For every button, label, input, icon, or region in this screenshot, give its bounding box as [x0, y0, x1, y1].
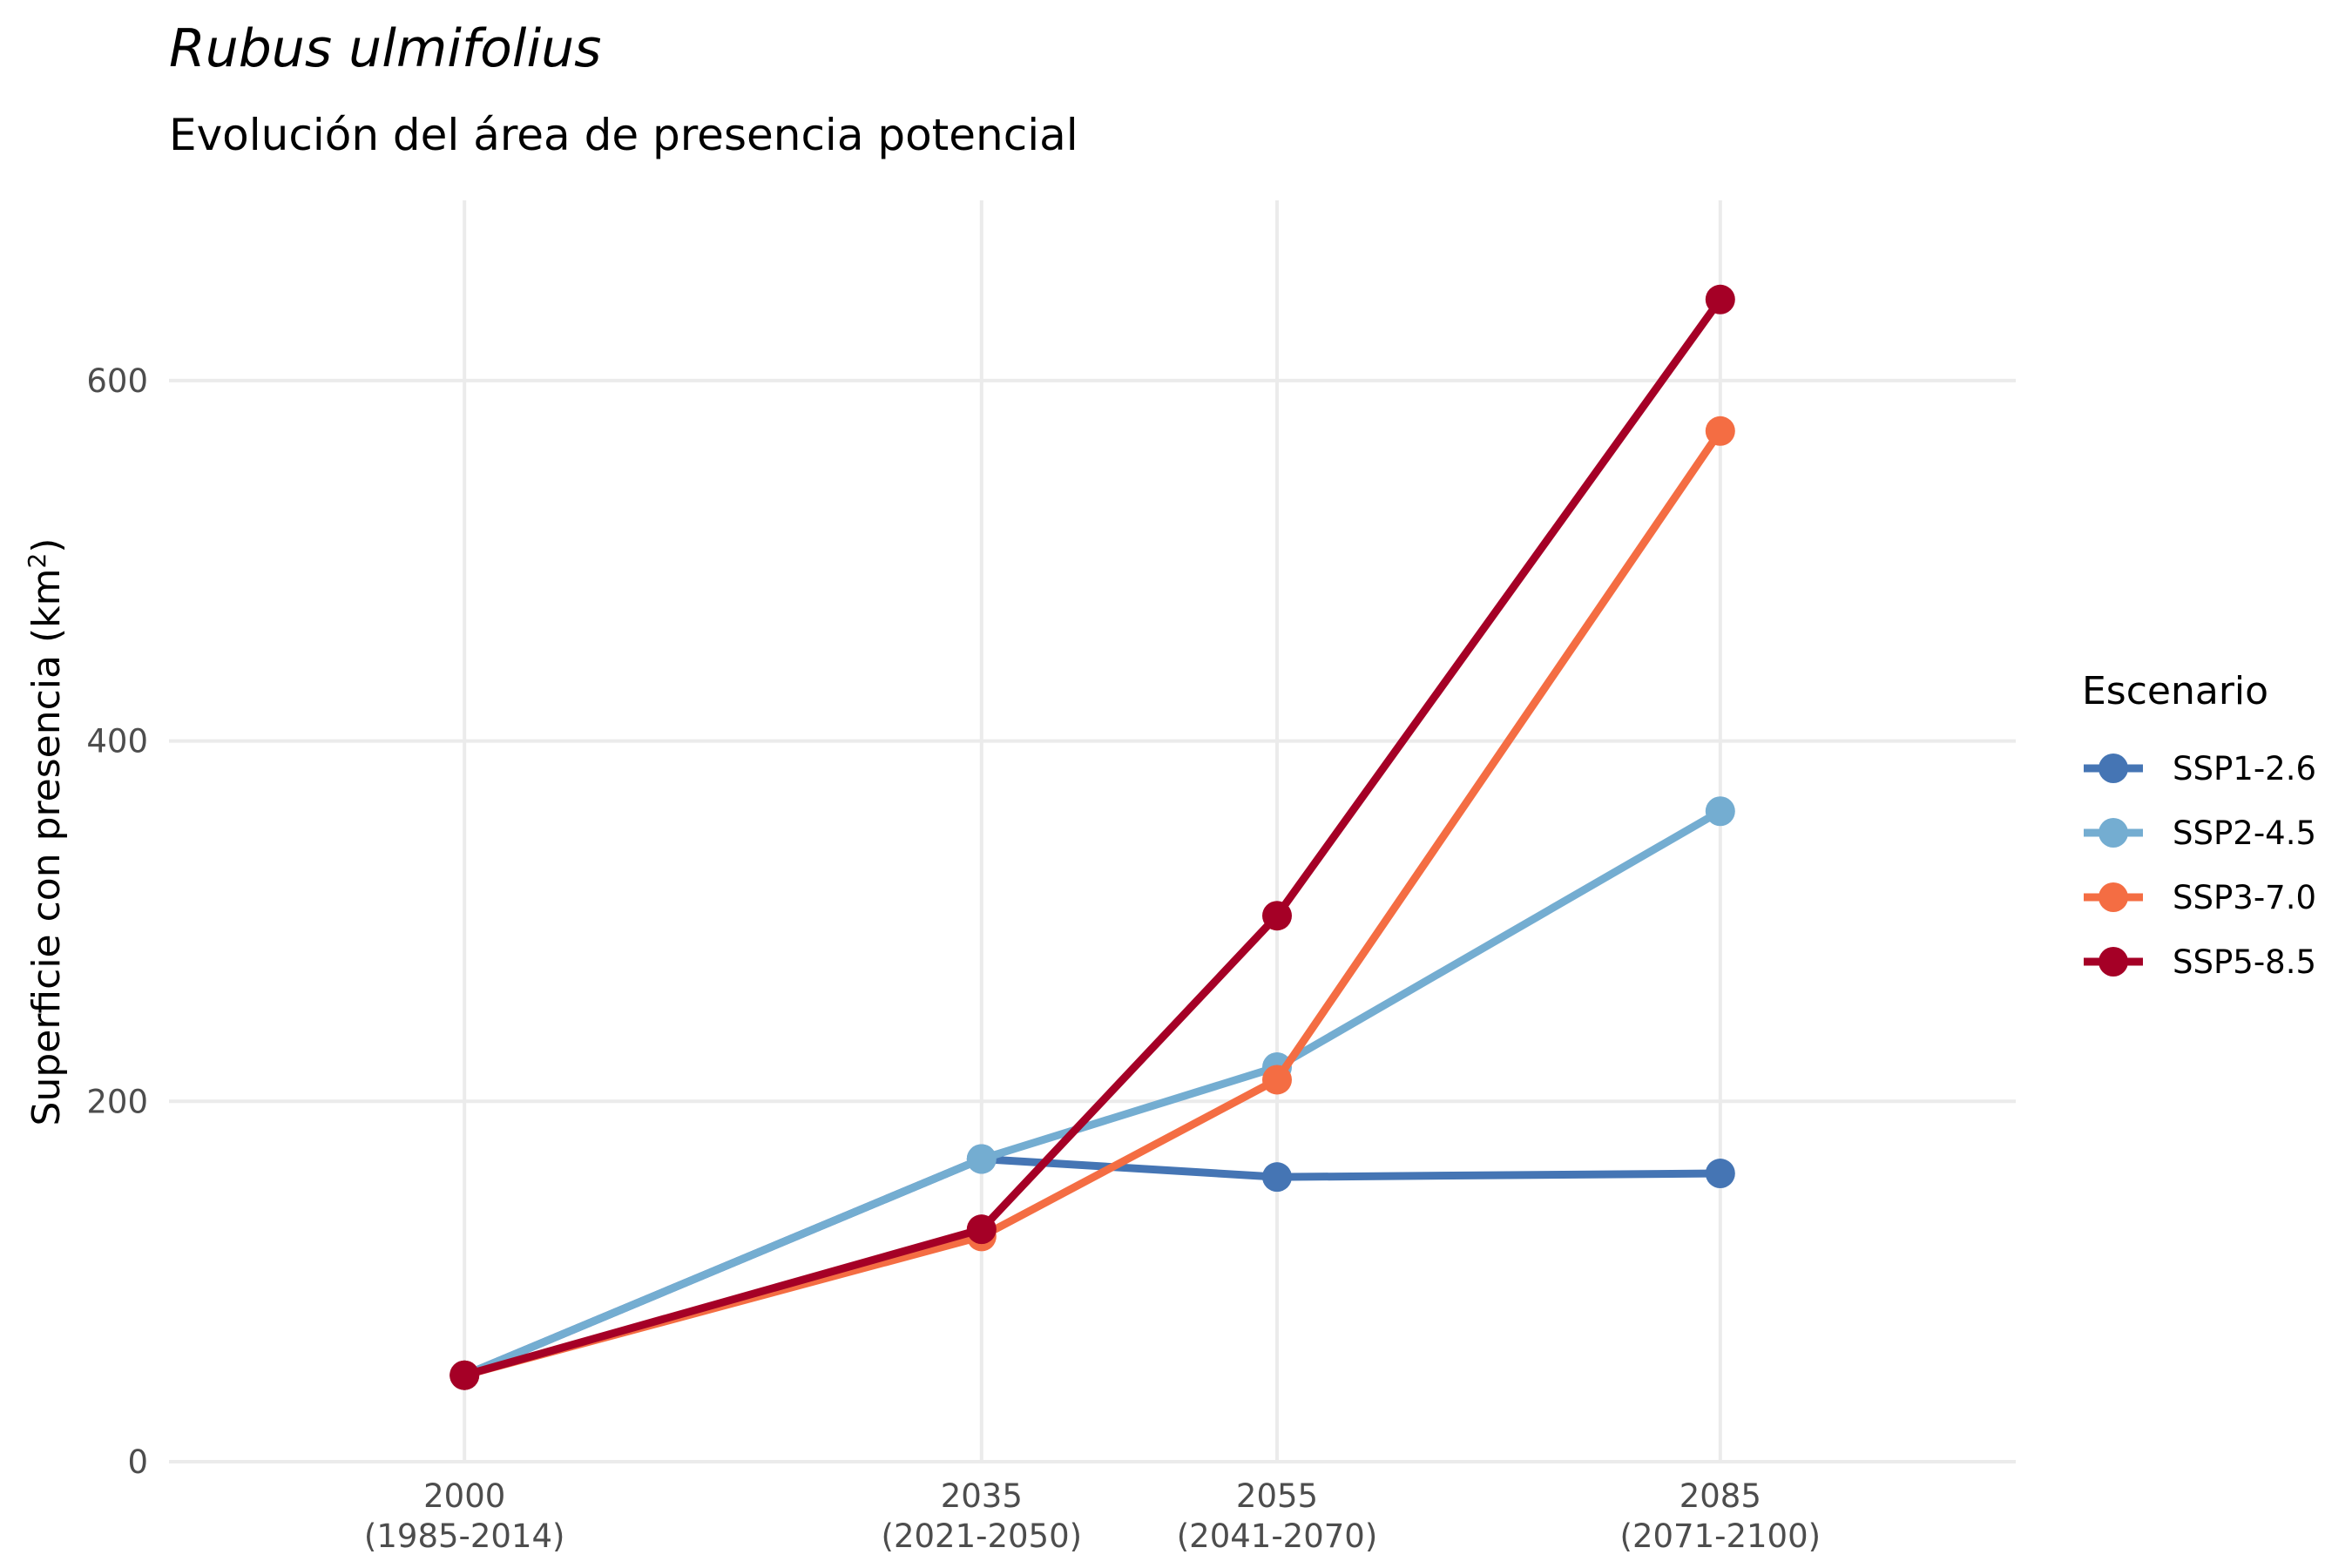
x-axis-ticks: 2000 (1985-2014) 2035 (2021-2050) 2055 (2041-… [364, 1477, 1821, 1555]
series-line [460, 1154, 1725, 1380]
data-point [966, 1214, 997, 1245]
legend-item: SSP2-4.5 [2084, 814, 2316, 852]
legend-label: SSP1-2.6 [2173, 750, 2316, 787]
x-tick-label: 2055 (2041-2070) [1177, 1477, 1378, 1555]
legend-key-point [2099, 882, 2128, 912]
series-lines [449, 284, 1735, 1390]
data-point [1705, 284, 1735, 314]
series-ssp3-7-0 [449, 416, 1735, 1390]
data-point [1262, 901, 1292, 931]
y-axis-title: Superficie con presencia (km2) [23, 538, 70, 1126]
x-tick-label: 2000 (1985-2014) [364, 1477, 565, 1555]
legend-key-point [2099, 947, 2128, 977]
data-point [966, 1144, 997, 1174]
legend: Escenario SSP1-2.6 SSP2-4.5 SSP3-7.0 SSP5-8… [2082, 669, 2316, 981]
series-line [460, 295, 1725, 1380]
y-axis-ticks: 0 200 400 600 [86, 362, 148, 1481]
legend-item: SSP1-2.6 [2084, 750, 2316, 787]
legend-label: SSP2-4.5 [2173, 814, 2316, 852]
y-tick-label: 400 [86, 723, 148, 760]
data-point [1262, 1064, 1292, 1095]
series-ssp2-4-5 [449, 796, 1735, 1390]
chart-subtitle: Evolución del área de presencia potencia… [169, 110, 1078, 160]
y-tick-label: 0 [127, 1443, 148, 1481]
legend-item: SSP3-7.0 [2084, 879, 2316, 916]
data-point [1262, 1162, 1292, 1193]
x-tick-label: 2035 (2021-2050) [882, 1477, 1083, 1555]
x-tick-label: 2085 (2071-2100) [1620, 1477, 1821, 1555]
grid [169, 200, 2016, 1463]
data-point [449, 1360, 480, 1390]
y-tick-label: 600 [86, 362, 148, 400]
y-tick-label: 200 [86, 1083, 148, 1120]
legend-title: Escenario [2082, 669, 2268, 713]
data-point [1705, 796, 1735, 827]
data-point [1705, 1159, 1735, 1189]
legend-label: SSP3-7.0 [2173, 879, 2316, 916]
legend-item: SSP5-8.5 [2084, 943, 2316, 981]
data-point [1705, 416, 1735, 446]
legend-key-point [2099, 818, 2128, 848]
legend-label: SSP5-8.5 [2173, 943, 2316, 981]
chart-title: Rubus ulmifolius [169, 18, 601, 79]
series-line [460, 807, 1725, 1380]
series-ssp5-8-5 [449, 284, 1735, 1390]
series-line [460, 427, 1725, 1380]
legend-key-point [2099, 754, 2128, 783]
